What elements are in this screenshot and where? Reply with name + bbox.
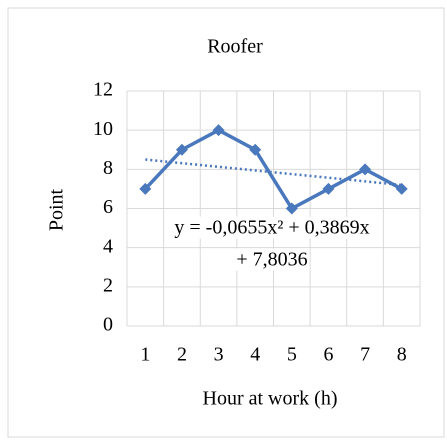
trendline-equation: + 7,8036 <box>236 249 307 271</box>
x-tick-label: 3 <box>214 344 224 366</box>
y-tick-label: 10 <box>93 118 113 140</box>
data-marker <box>359 163 372 176</box>
x-tick-label: 6 <box>323 344 333 366</box>
data-marker <box>322 182 335 195</box>
x-tick-label: 2 <box>177 344 187 366</box>
data-line <box>144 128 403 211</box>
data-marker <box>395 182 408 195</box>
x-tick-label: 7 <box>360 344 370 366</box>
x-tick-label: 1 <box>140 344 150 366</box>
data-marker <box>175 143 188 156</box>
equation-background <box>172 216 372 239</box>
chart-title: Roofer <box>207 36 263 58</box>
y-axis-label: Point <box>46 188 68 231</box>
y-tick-label: 12 <box>93 79 113 101</box>
x-tick-label: 4 <box>250 344 260 366</box>
data-marker <box>249 143 262 156</box>
equation-background <box>234 248 310 271</box>
y-tick-label: 8 <box>103 157 113 179</box>
y-tick-label: 2 <box>103 274 113 296</box>
trendline-equation: y = -0,0655x² + 0,3869x <box>174 217 369 239</box>
y-tick-label: 6 <box>103 196 113 218</box>
x-tick-label: 5 <box>287 344 297 366</box>
y-tick-label: 4 <box>103 235 113 257</box>
x-tick-label: 8 <box>397 344 407 366</box>
y-tick-label: 0 <box>103 314 113 336</box>
data-marker <box>285 202 298 215</box>
data-marker <box>212 124 225 137</box>
data-marker <box>139 182 152 195</box>
x-axis-label: Hour at work (h) <box>203 388 338 410</box>
